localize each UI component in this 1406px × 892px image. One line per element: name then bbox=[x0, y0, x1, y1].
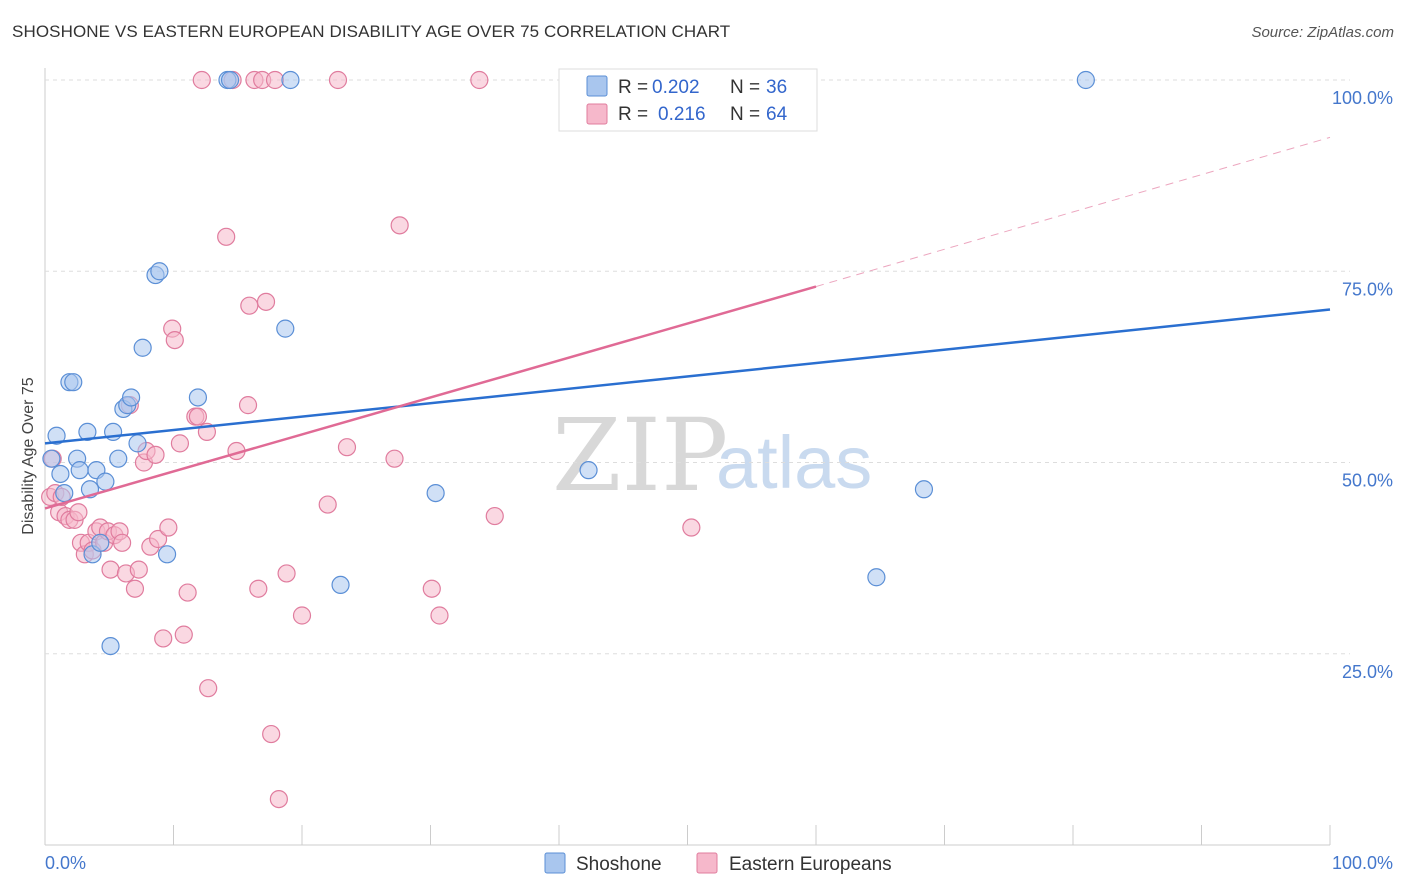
eastern-europeans-point-42 bbox=[217, 227, 236, 246]
eastern-europeans-point-38 bbox=[188, 407, 208, 426]
eastern-europeans-point-36 bbox=[178, 583, 197, 602]
shoshone-point-13 bbox=[96, 472, 115, 491]
shoshone-point-27 bbox=[220, 70, 240, 90]
eastern-europeans-point-41 bbox=[199, 679, 218, 698]
eastern-europeans-point-61 bbox=[422, 579, 441, 598]
shoshone-point-7 bbox=[70, 461, 89, 480]
eastern-europeans-point-58 bbox=[337, 438, 357, 457]
eastern-europeans-point-24 bbox=[129, 560, 148, 579]
eastern-europeans-point-8 bbox=[69, 503, 88, 522]
shoshone-point-16 bbox=[109, 449, 128, 468]
shoshone-point-14 bbox=[101, 636, 120, 656]
legend-swatch-blue bbox=[586, 75, 608, 97]
eastern-europeans-point-59 bbox=[385, 449, 404, 468]
shoshone-point-3 bbox=[55, 484, 74, 503]
shoshone-trend-line bbox=[44, 308, 1331, 445]
eastern-europeans-point-52 bbox=[265, 70, 285, 90]
eastern-europeans-point-34 bbox=[170, 434, 190, 453]
shoshone-point-32 bbox=[579, 461, 598, 480]
shoshone-point-1 bbox=[47, 426, 66, 445]
eastern-europeans-point-50 bbox=[256, 292, 276, 311]
x-tick-label-max: 100.0% bbox=[1332, 853, 1393, 873]
y-axis-label: Disability Age Over 75 bbox=[20, 377, 37, 535]
legend-n-value-blue: 36 bbox=[766, 77, 787, 98]
eastern-europeans-point-39 bbox=[192, 70, 211, 90]
shoshone-point-19 bbox=[121, 388, 141, 407]
eastern-europeans-point-56 bbox=[318, 495, 337, 514]
eastern-europeans-point-28 bbox=[146, 445, 165, 464]
shoshone-point-24 bbox=[157, 545, 177, 564]
eastern-europeans-trend-line bbox=[44, 285, 817, 510]
trend-lines bbox=[44, 136, 1331, 510]
bottom-legend-swatch-shoshone bbox=[544, 852, 566, 874]
eastern-europeans-point-17 bbox=[101, 560, 120, 579]
eastern-europeans-point-51 bbox=[262, 724, 281, 744]
shoshone-point-34 bbox=[914, 480, 934, 499]
legend-swatch-pink bbox=[586, 103, 608, 125]
eastern-europeans-point-60 bbox=[390, 216, 409, 235]
source-credit: Source: ZipAtlas.com bbox=[1251, 24, 1394, 41]
eastern-europeans-point-35 bbox=[174, 625, 193, 644]
eastern-europeans-point-64 bbox=[470, 70, 489, 90]
eastern-europeans-point-54 bbox=[277, 564, 296, 583]
legend-n-value-pink: 64 bbox=[766, 104, 788, 125]
y-tick-label-75: 75.0% bbox=[1342, 279, 1393, 299]
eastern-europeans-point-48 bbox=[249, 579, 268, 598]
eastern-europeans-point-31 bbox=[159, 518, 178, 537]
eastern-europeans-point-45 bbox=[238, 396, 258, 415]
legend-r-label-pink: R = bbox=[618, 104, 648, 125]
shoshone-point-30 bbox=[331, 575, 350, 595]
legend-r-label-blue: R = bbox=[618, 77, 648, 98]
shoshone-point-8 bbox=[78, 422, 97, 441]
gridlines bbox=[45, 79, 1350, 655]
eastern-europeans-point-30 bbox=[154, 629, 173, 648]
shoshone-point-21 bbox=[133, 338, 152, 357]
eastern-europeans-point-33 bbox=[165, 331, 184, 350]
legend-n-label-blue: N = bbox=[730, 77, 760, 98]
shoshone-point-23 bbox=[150, 262, 169, 281]
bottom-legend-label-eastern-europeans: Eastern Europeans bbox=[729, 854, 892, 875]
x-tick-label-min: 0.0% bbox=[45, 853, 86, 873]
y-tick-label-100: 100.0% bbox=[1332, 88, 1393, 108]
y-tick-label-25: 25.0% bbox=[1342, 662, 1393, 682]
shoshone-point-2 bbox=[51, 464, 70, 484]
shoshone-point-33 bbox=[867, 568, 886, 587]
shoshone-point-5 bbox=[64, 373, 83, 392]
eastern-europeans-point-20 bbox=[112, 533, 132, 552]
shoshone-point-20 bbox=[128, 434, 147, 453]
shoshone-point-0 bbox=[42, 449, 61, 468]
bottom-legend-label-shoshone: Shoshone bbox=[576, 854, 662, 875]
eastern-europeans-point-57 bbox=[328, 70, 348, 90]
chart-title: SHOSHONE VS EASTERN EUROPEAN DISABILITY … bbox=[12, 22, 731, 41]
eastern-europeans-point-29 bbox=[148, 529, 168, 549]
y-tick-label-50: 50.0% bbox=[1342, 471, 1393, 491]
eastern-europeans-point-63 bbox=[485, 506, 504, 526]
x-tick-marks bbox=[44, 825, 1331, 845]
series-legend: Shoshone Eastern Europeans bbox=[544, 852, 892, 875]
legend-r-value-pink: 0.216 bbox=[658, 104, 706, 125]
series-shoshone bbox=[42, 70, 1095, 656]
y-tick-labels: 25.0% 50.0% 75.0% 100.0% bbox=[1332, 88, 1393, 682]
eastern-europeans-point-55 bbox=[292, 606, 312, 625]
watermark-zip: ZIP bbox=[552, 397, 728, 514]
shoshone-point-28 bbox=[276, 319, 295, 338]
shoshone-point-29 bbox=[281, 70, 300, 90]
eastern-europeans-point-65 bbox=[682, 518, 701, 537]
shoshone-point-31 bbox=[426, 484, 445, 503]
eastern-europeans-point-46 bbox=[240, 296, 259, 315]
shoshone-point-12 bbox=[91, 533, 110, 552]
eastern-europeans-point-23 bbox=[125, 579, 145, 598]
shoshone-point-35 bbox=[1076, 70, 1095, 90]
shoshone-point-25 bbox=[188, 388, 208, 407]
eastern-europeans-trend-extension bbox=[815, 136, 1331, 288]
bottom-legend-swatch-eastern-europeans bbox=[696, 852, 718, 874]
legend-r-value-blue: 0.202 bbox=[652, 77, 700, 98]
correlation-legend: R = 0.202 N = 36 R = 0.216 N = 64 bbox=[558, 68, 818, 132]
eastern-europeans-point-53 bbox=[269, 789, 288, 809]
eastern-europeans-point-62 bbox=[430, 606, 449, 625]
legend-n-label-pink: N = bbox=[730, 104, 760, 125]
